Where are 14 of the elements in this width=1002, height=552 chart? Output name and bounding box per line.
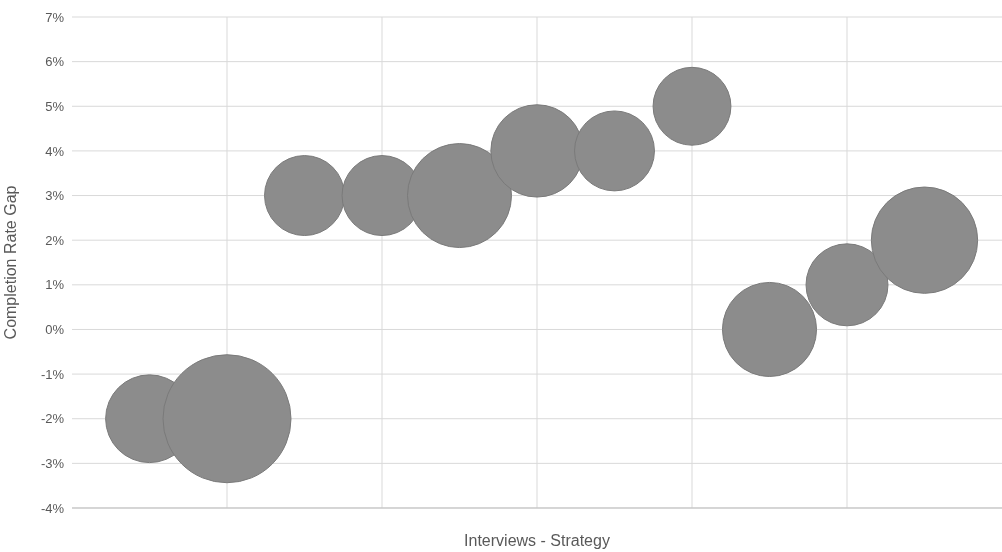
- x-axis-title: Interviews - Strategy: [464, 532, 610, 549]
- y-tick-label: 7%: [45, 9, 65, 25]
- y-tick-label: 2%: [45, 232, 65, 248]
- y-axis-title: Completion Rate Gap: [1, 185, 19, 340]
- y-tick-label: 6%: [45, 54, 65, 70]
- y-tick-label: -2%: [40, 411, 65, 427]
- y-tick-label: 3%: [45, 188, 65, 204]
- y-tick-label: 0%: [45, 322, 65, 338]
- y-tick-label: -1%: [40, 366, 65, 382]
- y-tick-label: 5%: [45, 98, 65, 114]
- y-tick-label: -3%: [40, 455, 65, 471]
- y-tick-label: 4%: [45, 143, 65, 159]
- y-tick-label: -4%: [40, 500, 65, 516]
- y-tick-label: 1%: [45, 277, 65, 293]
